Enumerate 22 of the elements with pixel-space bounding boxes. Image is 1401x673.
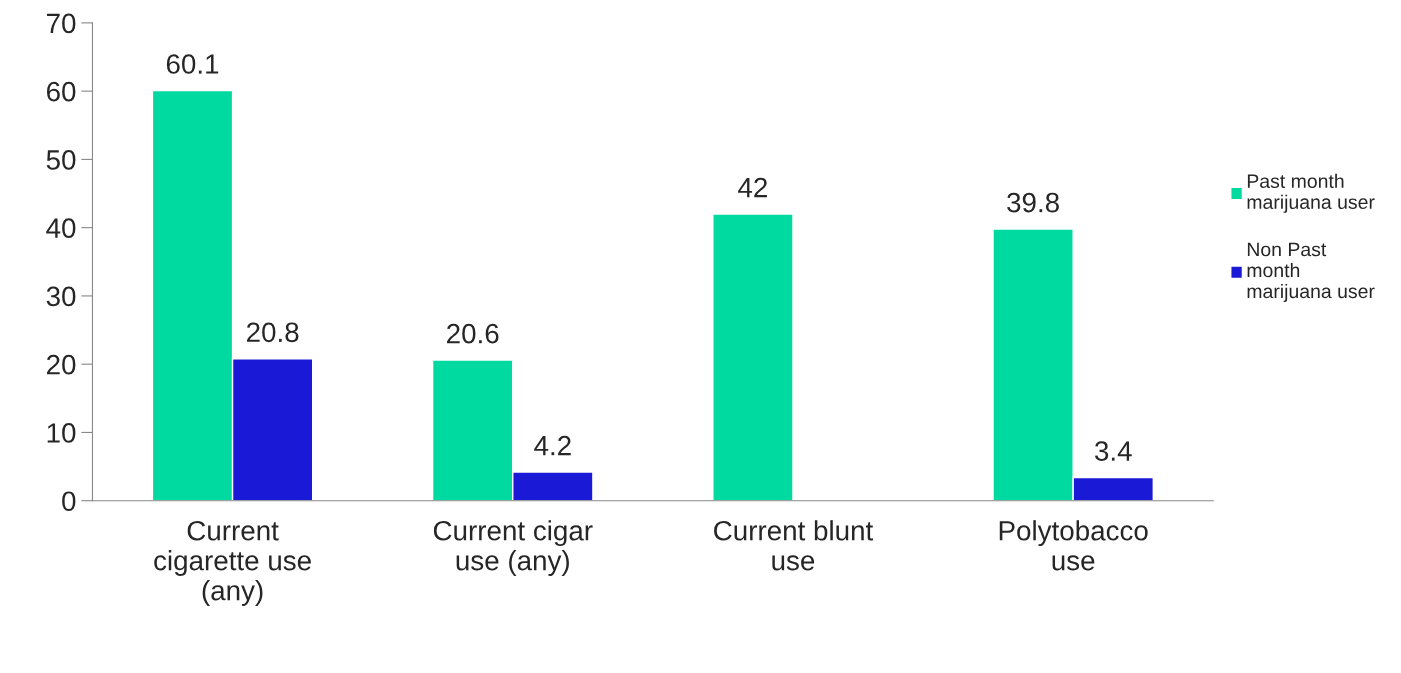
x-tick-label: Current blunt use bbox=[714, 520, 874, 571]
y-tick-label: 50 bbox=[46, 150, 76, 170]
data-label: 60.1 bbox=[166, 54, 219, 74]
y-tick-label: 40 bbox=[46, 218, 76, 238]
x-tick-label: Current cigar use (any) bbox=[433, 520, 593, 576]
legend-label: Non Past month marijuana user bbox=[1247, 242, 1375, 303]
y-tick-label: 20 bbox=[47, 354, 76, 375]
y-tick-label: 10 bbox=[47, 423, 76, 443]
legend-label: Past month marijuana user bbox=[1247, 173, 1375, 213]
x-tick-label: Polytobacco use bbox=[999, 520, 1148, 571]
y-tick-label: 70 bbox=[47, 13, 76, 34]
y-tick-label: 30 bbox=[46, 286, 76, 307]
data-label: 20.6 bbox=[447, 323, 499, 344]
data-label: 20.8 bbox=[247, 322, 299, 343]
x-tick-label: Current cigarette use (any) bbox=[154, 520, 311, 606]
y-tick-label: 0 bbox=[62, 491, 76, 512]
data-label: 4.2 bbox=[534, 435, 571, 456]
bar bbox=[712, 213, 794, 501]
y-tick-label: 60 bbox=[47, 81, 76, 102]
data-label: 42 bbox=[738, 177, 767, 198]
data-label: 3.4 bbox=[1094, 441, 1132, 461]
data-label: 39.8 bbox=[1007, 192, 1059, 213]
